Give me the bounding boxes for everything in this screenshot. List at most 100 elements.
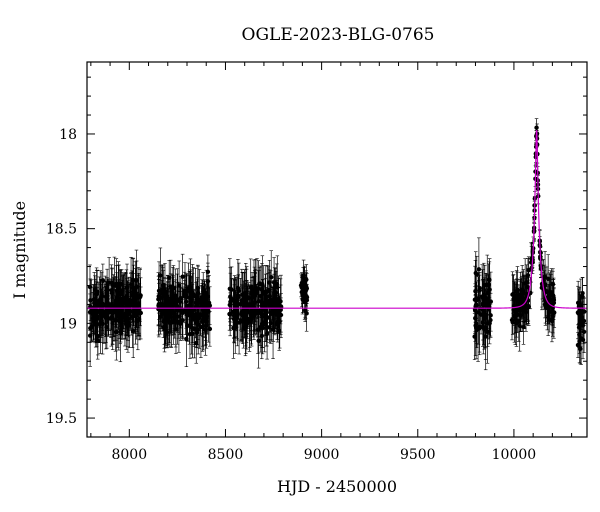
x-tick-label: 8000 <box>111 447 147 463</box>
data-point <box>123 317 128 323</box>
data-point <box>113 298 119 304</box>
data-point <box>235 285 241 291</box>
data-point <box>187 303 193 308</box>
data-point <box>482 316 488 321</box>
data-point <box>275 310 280 315</box>
data-point <box>477 288 482 293</box>
data-point <box>482 327 487 332</box>
data-point <box>233 325 238 330</box>
data-point <box>132 295 137 300</box>
data-point <box>137 294 143 300</box>
data-point <box>171 319 176 325</box>
data-point <box>95 334 100 339</box>
data-point <box>550 282 556 287</box>
data-point <box>91 297 97 302</box>
data-point <box>514 320 519 326</box>
data-point <box>96 301 101 307</box>
x-tick-label: 10000 <box>492 447 537 463</box>
plot-area <box>87 118 587 371</box>
data-point <box>516 297 522 302</box>
data-point <box>300 286 305 292</box>
data-point <box>476 267 482 272</box>
data-point <box>111 303 116 308</box>
data-point <box>249 315 254 320</box>
data-point <box>116 286 122 291</box>
x-tick-label: 8500 <box>208 447 244 463</box>
data-point <box>534 125 539 130</box>
data-point <box>200 319 205 324</box>
data-point <box>545 315 551 320</box>
data-point <box>575 310 581 315</box>
data-point <box>252 293 257 299</box>
data-point <box>97 322 102 327</box>
data-point <box>132 309 137 315</box>
data-point <box>256 310 261 315</box>
data-point <box>94 291 99 297</box>
data-point <box>476 310 481 315</box>
data-point <box>488 317 493 323</box>
data-point <box>240 308 246 314</box>
data-point <box>194 340 199 346</box>
data-point <box>173 314 178 319</box>
y-tick-label: 18.5 <box>46 222 77 238</box>
data-point <box>256 338 261 343</box>
data-point <box>229 296 234 301</box>
data-point <box>542 274 547 280</box>
data-point <box>114 281 119 286</box>
data-point <box>168 300 173 306</box>
y-tick-label: 19.5 <box>46 411 77 427</box>
data-point <box>176 308 181 313</box>
data-point <box>482 302 487 307</box>
y-axis-label: I magnitude <box>10 201 29 299</box>
data-point <box>127 322 132 328</box>
data-point <box>487 277 492 283</box>
data-point <box>205 308 210 313</box>
data-point <box>267 298 272 303</box>
data-point <box>550 314 556 319</box>
data-point <box>103 302 109 308</box>
x-axis-label: HJD - 2450000 <box>277 477 397 496</box>
data-point <box>205 269 211 275</box>
data-point <box>133 303 139 309</box>
data-point <box>106 310 112 315</box>
data-point <box>259 321 264 327</box>
data-point <box>190 311 195 316</box>
data-point <box>302 295 308 301</box>
data-point <box>134 277 139 283</box>
plot-frame <box>86 61 588 438</box>
data-point <box>176 283 182 288</box>
data-point <box>172 300 178 305</box>
data-point <box>576 304 582 309</box>
data-point <box>241 294 247 299</box>
data-point <box>258 294 263 299</box>
data-point <box>580 309 586 314</box>
data-point <box>233 302 239 308</box>
data-point <box>162 290 168 296</box>
x-tick-label: 9500 <box>400 447 436 463</box>
data-point <box>114 329 119 335</box>
data-point <box>128 282 134 287</box>
data-point <box>581 329 587 335</box>
data-point <box>195 285 201 291</box>
data-point <box>195 316 201 321</box>
data-point <box>91 312 96 317</box>
data-points <box>87 118 587 371</box>
data-point <box>578 346 583 352</box>
data-point <box>99 294 105 299</box>
data-point <box>236 293 241 298</box>
chart-title: OGLE-2023-BLG-0765 <box>242 25 435 45</box>
data-point <box>299 280 305 286</box>
data-point <box>180 309 186 315</box>
data-point <box>182 294 187 299</box>
data-point <box>578 318 583 323</box>
model-curve <box>87 130 587 309</box>
data-point <box>474 321 479 327</box>
data-point <box>473 325 479 330</box>
data-point <box>485 282 490 287</box>
data-point <box>263 313 269 319</box>
data-point <box>177 314 182 319</box>
data-point <box>525 305 530 310</box>
data-point <box>510 320 515 325</box>
